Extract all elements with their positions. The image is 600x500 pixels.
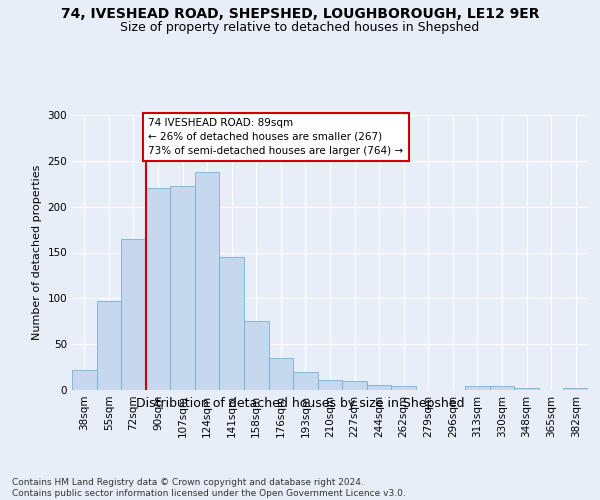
Bar <box>342 381 367 390</box>
Bar <box>220 257 244 390</box>
Text: Distribution of detached houses by size in Shepshed: Distribution of detached houses by size … <box>136 398 464 410</box>
Bar <box>97 301 121 390</box>
Bar <box>465 386 490 390</box>
Bar <box>121 239 146 390</box>
Text: Contains HM Land Registry data © Crown copyright and database right 2024.
Contai: Contains HM Land Registry data © Crown c… <box>12 478 406 498</box>
Bar <box>293 372 318 390</box>
Bar <box>318 380 342 390</box>
Bar <box>563 388 588 390</box>
Bar <box>391 386 416 390</box>
Text: Size of property relative to detached houses in Shepshed: Size of property relative to detached ho… <box>121 21 479 34</box>
Bar <box>490 386 514 390</box>
Bar <box>195 172 220 390</box>
Text: 74, IVESHEAD ROAD, SHEPSHED, LOUGHBOROUGH, LE12 9ER: 74, IVESHEAD ROAD, SHEPSHED, LOUGHBOROUG… <box>61 8 539 22</box>
Bar <box>269 358 293 390</box>
Bar <box>170 186 195 390</box>
Bar <box>72 370 97 390</box>
Text: 74 IVESHEAD ROAD: 89sqm
← 26% of detached houses are smaller (267)
73% of semi-d: 74 IVESHEAD ROAD: 89sqm ← 26% of detache… <box>148 118 403 156</box>
Y-axis label: Number of detached properties: Number of detached properties <box>32 165 42 340</box>
Bar <box>146 188 170 390</box>
Bar <box>244 322 269 390</box>
Bar <box>367 386 391 390</box>
Bar <box>514 388 539 390</box>
